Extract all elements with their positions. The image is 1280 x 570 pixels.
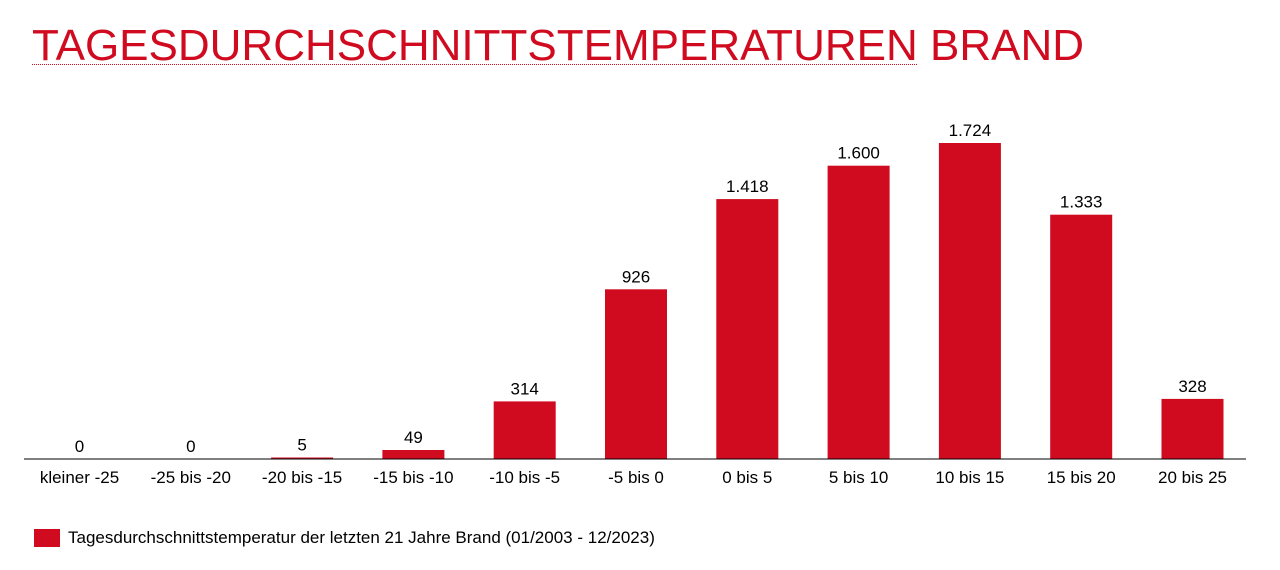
bar-value-label: 5 — [297, 436, 306, 455]
bar-value-label: 0 — [186, 437, 195, 456]
x-tick-label: 20 bis 25 — [1158, 468, 1227, 487]
chart-title-main: TAGESDURCHSCHNITTSTEMPERATUREN — [32, 21, 918, 70]
x-tick-label: -25 bis -20 — [151, 468, 231, 487]
bar-value-label: 0 — [75, 437, 84, 456]
x-tick-label: 15 bis 20 — [1047, 468, 1116, 487]
bar-value-label: 1.418 — [726, 177, 769, 196]
bar — [1161, 398, 1224, 459]
bar-value-label: 926 — [622, 267, 650, 286]
x-tick-label: 0 bis 5 — [722, 468, 772, 487]
x-tick-label: -10 bis -5 — [489, 468, 560, 487]
bar-value-label: 1.333 — [1060, 193, 1103, 212]
bar — [938, 143, 1001, 459]
bar — [605, 289, 667, 459]
x-tick-label: 10 bis 15 — [935, 468, 1004, 487]
bar — [271, 457, 334, 459]
x-tick-labels-group: kleiner -25 -25 bis -20 -20 bis -15 -15 bis… — [40, 468, 1227, 487]
bar — [493, 401, 556, 459]
value-labels-group: 0 0 5 49 314 926 1.418 1.600 1.724 1.333 328 — [75, 121, 1207, 456]
bar — [1050, 214, 1113, 459]
bar — [827, 165, 890, 459]
bar-value-label: 1.600 — [837, 144, 880, 163]
legend-label: Tagesdurchschnittstemperatur der letzten… — [68, 528, 655, 547]
bars-group — [271, 143, 1224, 459]
x-tick-label: -15 bis -10 — [373, 468, 453, 487]
legend-swatch — [34, 529, 60, 547]
x-tick-label: 5 bis 10 — [829, 468, 889, 487]
bar — [716, 199, 779, 459]
bar-value-label: 314 — [511, 379, 539, 398]
x-tick-label: kleiner -25 — [40, 468, 119, 487]
legend: Tagesdurchschnittstemperatur der letzten… — [34, 528, 655, 548]
x-tick-label: -5 bis 0 — [608, 468, 664, 487]
bar — [382, 450, 445, 459]
x-tick-label: -20 bis -15 — [262, 468, 342, 487]
bar-value-label: 328 — [1178, 377, 1206, 396]
bar-value-label: 49 — [404, 428, 423, 447]
chart-title-suffix: BRAND — [917, 21, 1084, 70]
chart-title: TAGESDURCHSCHNITTSTEMPERATUREN BRAND — [32, 20, 1084, 72]
bar-value-label: 1.724 — [949, 121, 992, 140]
